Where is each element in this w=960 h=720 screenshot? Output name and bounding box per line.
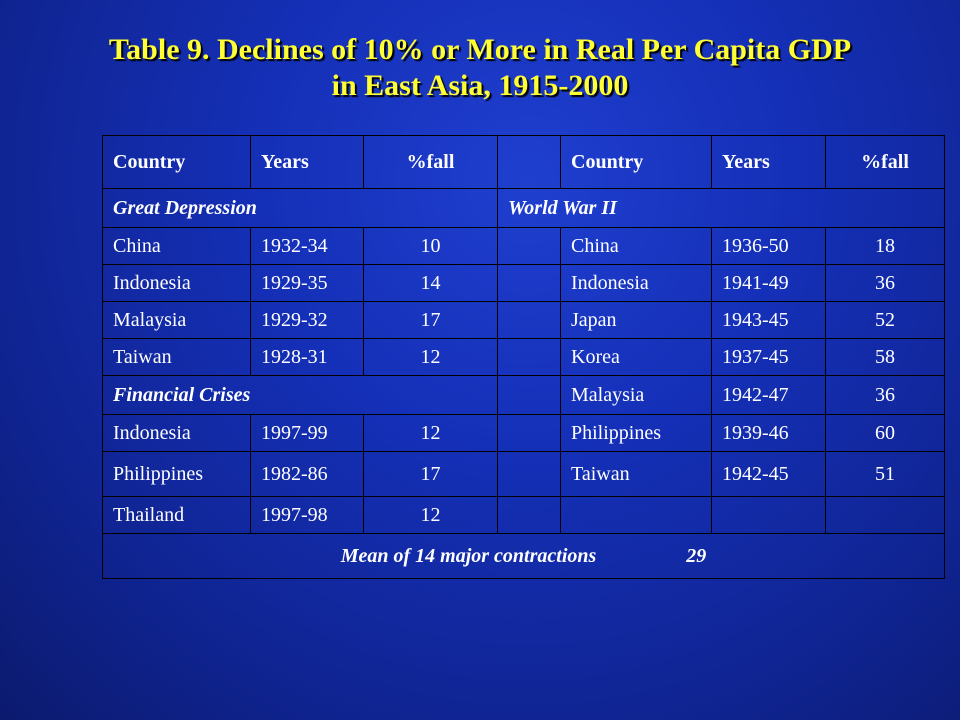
cell-country-left: Philippines (102, 451, 251, 497)
cell-country-right: Japan (560, 301, 712, 339)
cell-fall-right: 51 (825, 451, 945, 497)
group-row: Great Depression World War II (102, 188, 945, 228)
cell-years-left: 1928-31 (250, 338, 364, 376)
cell-years-right: 1936-50 (711, 227, 826, 265)
mean-value: 29 (686, 544, 707, 567)
cell-years-left: 1982-86 (250, 451, 364, 497)
title-line-1: Table 9. Declines of 10% or More in Real… (108, 33, 852, 66)
header-years-right: Years (711, 135, 826, 189)
cell-fall-left: 12 (363, 496, 498, 534)
cell-country-right: Malaysia (560, 375, 712, 415)
table-row: China 1932-34 10 China 1936-50 18 (102, 227, 945, 265)
table-row: Thailand 1997-98 12 (102, 496, 945, 534)
cell-years-left: 1997-98 (250, 496, 364, 534)
slide-title: Table 9. Declines of 10% or More in Real… (0, 32, 960, 104)
cell-country-left: Malaysia (102, 301, 251, 339)
cell-fall-right: 58 (825, 338, 945, 376)
cell-country-right: Indonesia (560, 264, 712, 302)
cell-spacer (497, 451, 561, 497)
mean-row: Mean of 14 major contractions 29 (102, 533, 945, 579)
cell-country-left: Indonesia (102, 264, 251, 302)
header-years-left: Years (250, 135, 364, 189)
table-row: Malaysia 1929-32 17 Japan 1943-45 52 (102, 301, 945, 339)
cell-years-right: 1942-45 (711, 451, 826, 497)
cell-spacer (497, 264, 561, 302)
cell-years-right: 1942-47 (711, 375, 826, 415)
mean-cell: Mean of 14 major contractions 29 (102, 533, 945, 579)
group-label-financial-crises: Financial Crises (102, 375, 498, 415)
title-line-2: in East Asia, 1915-2000 (331, 69, 629, 102)
cell-fall-right (825, 496, 945, 534)
cell-years-right: 1941-49 (711, 264, 826, 302)
group-label-world-war-ii: World War II (497, 188, 945, 228)
cell-fall-left: 12 (363, 414, 498, 452)
header-spacer (497, 135, 561, 189)
cell-country-right (560, 496, 712, 534)
cell-country-right: Philippines (560, 414, 712, 452)
header-fall-right: %fall (825, 135, 945, 189)
cell-years-right: 1943-45 (711, 301, 826, 339)
group-label-great-depression: Great Depression (102, 188, 498, 228)
cell-years-left: 1929-35 (250, 264, 364, 302)
cell-spacer (497, 227, 561, 265)
gdp-declines-table: Country Years %fall Country Years %fall … (102, 135, 945, 579)
cell-fall-left: 10 (363, 227, 498, 265)
cell-country-right: Korea (560, 338, 712, 376)
table-row: Philippines 1982-86 17 Taiwan 1942-45 51 (102, 451, 945, 497)
header-country-right: Country (560, 135, 712, 189)
mean-label: Mean of 14 major contractions (340, 544, 597, 567)
cell-years-left: 1997-99 (250, 414, 364, 452)
cell-fall-right: 36 (825, 375, 945, 415)
cell-fall-left: 14 (363, 264, 498, 302)
cell-fall-left: 17 (363, 451, 498, 497)
cell-spacer (497, 375, 561, 415)
cell-spacer (497, 338, 561, 376)
cell-years-right: 1939-46 (711, 414, 826, 452)
cell-years-left: 1929-32 (250, 301, 364, 339)
table-row: Indonesia 1929-35 14 Indonesia 1941-49 3… (102, 264, 945, 302)
header-row: Country Years %fall Country Years %fall (102, 135, 945, 189)
cell-country-right: Taiwan (560, 451, 712, 497)
cell-country-left: Thailand (102, 496, 251, 534)
cell-spacer (497, 496, 561, 534)
cell-fall-right: 60 (825, 414, 945, 452)
cell-fall-left: 12 (363, 338, 498, 376)
cell-country-right: China (560, 227, 712, 265)
cell-spacer (497, 301, 561, 339)
table-row: Indonesia 1997-99 12 Philippines 1939-46… (102, 414, 945, 452)
cell-country-left: Taiwan (102, 338, 251, 376)
cell-years-right (711, 496, 826, 534)
header-fall-left: %fall (363, 135, 498, 189)
cell-fall-right: 18 (825, 227, 945, 265)
cell-fall-right: 36 (825, 264, 945, 302)
cell-years-right: 1937-45 (711, 338, 826, 376)
cell-years-left: 1932-34 (250, 227, 364, 265)
cell-fall-left: 17 (363, 301, 498, 339)
cell-country-left: China (102, 227, 251, 265)
table-row: Taiwan 1928-31 12 Korea 1937-45 58 (102, 338, 945, 376)
cell-country-left: Indonesia (102, 414, 251, 452)
cell-spacer (497, 414, 561, 452)
cell-fall-right: 52 (825, 301, 945, 339)
header-country-left: Country (102, 135, 251, 189)
table-row: Financial Crises Malaysia 1942-47 36 (102, 375, 945, 415)
